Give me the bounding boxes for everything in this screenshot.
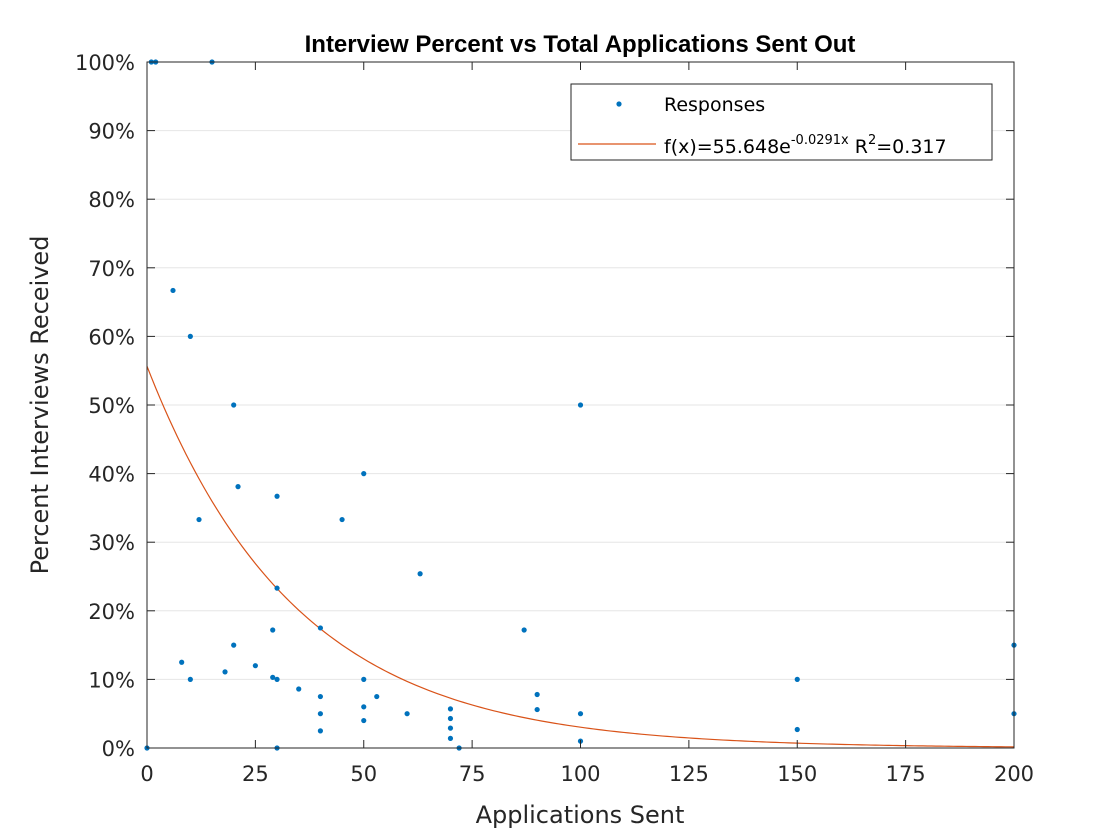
chart-title: Interview Percent vs Total Applications … [305,31,856,58]
y-tick-label: 70% [88,257,135,281]
y-tick-label: 50% [88,394,135,418]
y-tick-label: 40% [88,463,135,487]
data-point [196,516,202,523]
data-point [447,735,454,742]
fit-formula-exponent: -0.0291x [791,133,849,148]
data-point [417,571,423,577]
x-tick-label: 200 [994,762,1034,786]
data-point [577,711,584,717]
data-point [170,287,176,294]
data-point [274,493,280,499]
x-axis-label: Applications Sent [476,801,685,829]
x-tick-label: 150 [777,762,817,786]
data-point [374,693,380,700]
data-point [274,676,280,683]
data-point [361,704,367,710]
fit-formula-base: f(x)=55.648e [664,136,791,158]
data-point [231,642,237,648]
data-point [270,627,276,633]
data-point [231,402,237,408]
data-point [447,706,454,712]
y-tick-label: 0% [102,737,135,761]
legend-marker-responses [616,101,622,107]
data-point [361,676,367,683]
y-tick-label: 30% [88,531,135,555]
data-point [187,333,193,339]
data-point [179,659,185,665]
data-point [317,693,323,700]
y-tick-label: 100% [75,51,135,75]
grid-lines [147,130,1014,680]
y-tick-label: 80% [88,188,135,212]
data-point [404,711,410,717]
legend: Responses f(x)=55.648e-0.0291x R2=0.317 [570,83,993,161]
data-point [270,674,276,680]
y-tick-label: 90% [88,120,135,144]
data-point [235,484,241,490]
legend-label-responses: Responses [664,94,765,116]
data-point [794,676,800,683]
data-point [577,402,584,408]
axis-ticks [146,61,1015,749]
fit-r2-value: =0.317 [876,136,946,158]
y-tick-label: 10% [88,668,135,692]
fit-curve-layer [146,366,1015,748]
data-point [521,627,527,633]
x-tick-label: 0 [140,762,153,786]
tick-labels: 0% 10% 20% 30% 40% 50% 60% 70% 80% 90% 100% 0 25 50 75… [75,51,1034,786]
data-point [794,726,800,733]
data-point [534,691,540,698]
x-tick-label: 75 [459,762,486,786]
data-point [339,516,345,523]
data-point [447,725,454,731]
data-point [317,711,323,717]
legend-label-fit: f(x)=55.648e-0.0291x R2=0.317 [664,133,947,158]
data-point [274,585,280,591]
legend-box [570,83,993,161]
x-tick-label: 25 [242,762,269,786]
data-point [187,676,193,683]
x-tick-label: 100 [560,762,600,786]
fit-r2-label: R [849,136,868,158]
fit-r2-exponent: 2 [868,133,876,148]
data-points-layer [144,59,1017,751]
y-tick-label: 60% [88,325,135,349]
data-point [317,625,323,631]
data-point [317,728,323,734]
y-tick-label: 20% [88,600,135,624]
x-tick-label: 125 [669,762,709,786]
data-point [447,715,454,722]
data-point [252,663,258,669]
x-tick-label: 50 [350,762,377,786]
data-point [361,717,367,724]
data-point [296,686,302,692]
data-point [361,471,367,477]
data-point [222,669,228,675]
fit-curve [146,366,1015,748]
data-point [534,706,540,713]
y-axis-label: Percent Interviews Received [26,236,54,575]
x-tick-label: 175 [886,762,926,786]
